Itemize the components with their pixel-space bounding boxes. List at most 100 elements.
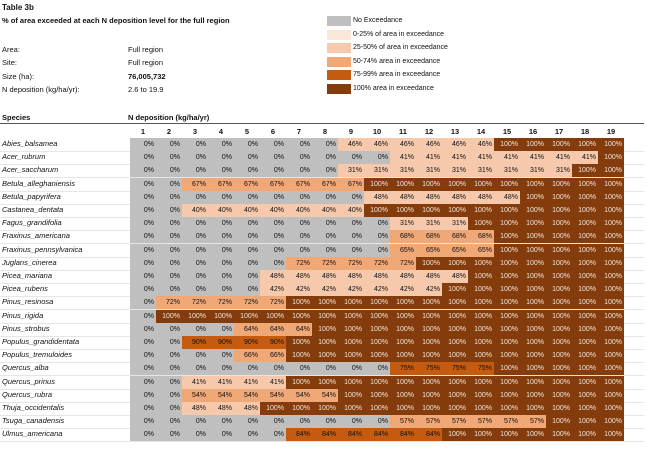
- exceedance-cell: 46%: [416, 138, 442, 152]
- exceedance-cell: 0%: [208, 415, 234, 429]
- exceedance-cell: 100%: [572, 375, 598, 389]
- exceedance-cell: 0%: [364, 243, 390, 257]
- exceedance-cell: 100%: [338, 388, 364, 402]
- table-row: Thuja_occidentalis 0% 0% 48% 48% 48% 100% 100% 1…: [0, 402, 644, 416]
- exceedance-cell: 68%: [442, 230, 468, 244]
- exceedance-cell: 100%: [364, 177, 390, 191]
- exceedance-cell: 100%: [494, 309, 520, 323]
- column-header: 11: [399, 127, 407, 136]
- exceedance-cell: 84%: [312, 428, 338, 442]
- exceedance-cell: 100%: [598, 270, 624, 284]
- exceedance-cell: 0%: [260, 151, 286, 165]
- exceedance-cell: 90%: [234, 336, 260, 350]
- exceedance-cell: 0%: [208, 164, 234, 178]
- exceedance-cell: 100%: [546, 402, 572, 416]
- exceedance-cell: 100%: [494, 375, 520, 389]
- exceedance-cell: 100%: [546, 375, 572, 389]
- exceedance-cell: 66%: [260, 349, 286, 363]
- exceedance-cell: 100%: [442, 428, 468, 442]
- exceedance-cell: 100%: [494, 428, 520, 442]
- exceedance-cell: 0%: [156, 322, 182, 336]
- exceedance-cell: 84%: [390, 428, 416, 442]
- exceedance-cell: 90%: [208, 336, 234, 350]
- exceedance-cell: 100%: [572, 243, 598, 257]
- exceedance-cell: 0%: [286, 415, 312, 429]
- column-header: 8: [322, 127, 328, 136]
- species-name: Thuja_occidentalis: [2, 403, 65, 412]
- exceedance-cell: 100%: [572, 230, 598, 244]
- exceedance-cell: 100%: [598, 230, 624, 244]
- exceedance-cell: 42%: [338, 283, 364, 297]
- exceedance-cell: 0%: [260, 428, 286, 442]
- legend-swatch: [327, 56, 351, 67]
- exceedance-cell: 41%: [234, 375, 260, 389]
- exceedance-cell: 100%: [442, 177, 468, 191]
- exceedance-cell: 0%: [130, 243, 156, 257]
- exceedance-cell: 100%: [572, 138, 598, 152]
- exceedance-cell: 100%: [390, 296, 416, 310]
- table-title: Table 3b: [2, 3, 34, 12]
- exceedance-cell: 100%: [468, 256, 494, 270]
- exceedance-cell: 100%: [520, 402, 546, 416]
- exceedance-cell: 100%: [468, 375, 494, 389]
- exceedance-cell: 0%: [260, 230, 286, 244]
- exceedance-cell: 64%: [260, 322, 286, 336]
- exceedance-cell: 57%: [416, 415, 442, 429]
- exceedance-cell: 100%: [468, 336, 494, 350]
- species-name: Acer_saccharum: [2, 165, 59, 175]
- table-row: Quercus_alba 0% 0% 0% 0% 0% 0% 0% 0% 0% 0% 75% 75% 75…: [0, 362, 644, 377]
- exceedance-cell: 100%: [598, 415, 624, 429]
- exceedance-cell: 0%: [130, 283, 156, 297]
- table-row: Picea_rubens 0% 0% 0% 0% 0% 42% 42% 42% 42% 42% 42%…: [0, 283, 644, 298]
- exceedance-cell: 100%: [598, 204, 624, 218]
- species-name: Castanea_dentata: [2, 205, 64, 214]
- exceedance-cell: 72%: [234, 296, 260, 310]
- exceedance-cell: 48%: [260, 270, 286, 284]
- exceedance-cell: 0%: [208, 138, 234, 152]
- exceedance-cell: 100%: [494, 177, 520, 191]
- exceedance-cell: 100%: [468, 309, 494, 323]
- exceedance-cell: 100%: [312, 322, 338, 336]
- exceedance-cell: 48%: [182, 402, 208, 416]
- exceedance-cell: 0%: [312, 190, 338, 204]
- exceedance-cell: 100%: [494, 336, 520, 350]
- exceedance-cell: 100%: [390, 402, 416, 416]
- exceedance-cell: 100%: [338, 322, 364, 336]
- exceedance-cell: 100%: [598, 428, 624, 442]
- exceedance-cell: 100%: [572, 256, 598, 270]
- exceedance-cell: 54%: [182, 388, 208, 402]
- exceedance-cell: 0%: [364, 362, 390, 376]
- exceedance-cell: 0%: [130, 415, 156, 429]
- exceedance-cell: 0%: [130, 296, 156, 310]
- exceedance-cell: 40%: [312, 204, 338, 218]
- table-row: Quercus_rubra 0% 0% 54% 54% 54% 54% 54% 54% 100% 1…: [0, 388, 644, 403]
- exceedance-cell: 100%: [598, 151, 624, 165]
- species-name: Betula_alleghaniensis: [2, 178, 75, 188]
- table-row: Fraxinus_pennsylvanica 0% 0% 0% 0% 0% 0% 0% 0% 0%…: [0, 243, 644, 258]
- exceedance-cell: 0%: [234, 243, 260, 257]
- exceedance-cell: 40%: [338, 204, 364, 218]
- exceedance-cell: 0%: [234, 428, 260, 442]
- species-name: Quercus_alba: [2, 363, 49, 373]
- exceedance-cell: 100%: [598, 362, 624, 376]
- info-label: N deposition (kg/ha/yr):: [2, 85, 80, 94]
- exceedance-cell: 48%: [416, 270, 442, 284]
- exceedance-cell: 100%: [338, 375, 364, 389]
- table-row: Fagus_grandifolia 0% 0% 0% 0% 0% 0% 0% 0% 0% 0% 31%…: [0, 217, 644, 232]
- exceedance-cell: 0%: [182, 270, 208, 284]
- exceedance-cell: 100%: [520, 270, 546, 284]
- exceedance-cell: 0%: [208, 322, 234, 336]
- exceedance-cell: 66%: [234, 349, 260, 363]
- exceedance-cell: 0%: [156, 164, 182, 178]
- exceedance-cell: 0%: [338, 243, 364, 257]
- exceedance-cell: 100%: [572, 388, 598, 402]
- exceedance-cell: 100%: [364, 309, 390, 323]
- exceedance-cell: 100%: [390, 349, 416, 363]
- exceedance-cell: 100%: [364, 375, 390, 389]
- exceedance-cell: 100%: [494, 349, 520, 363]
- exceedance-cell: 0%: [234, 217, 260, 231]
- legend-swatch: [327, 16, 351, 26]
- exceedance-cell: 100%: [546, 138, 572, 152]
- exceedance-cell: 0%: [286, 164, 312, 178]
- exceedance-cell: 100%: [286, 336, 312, 350]
